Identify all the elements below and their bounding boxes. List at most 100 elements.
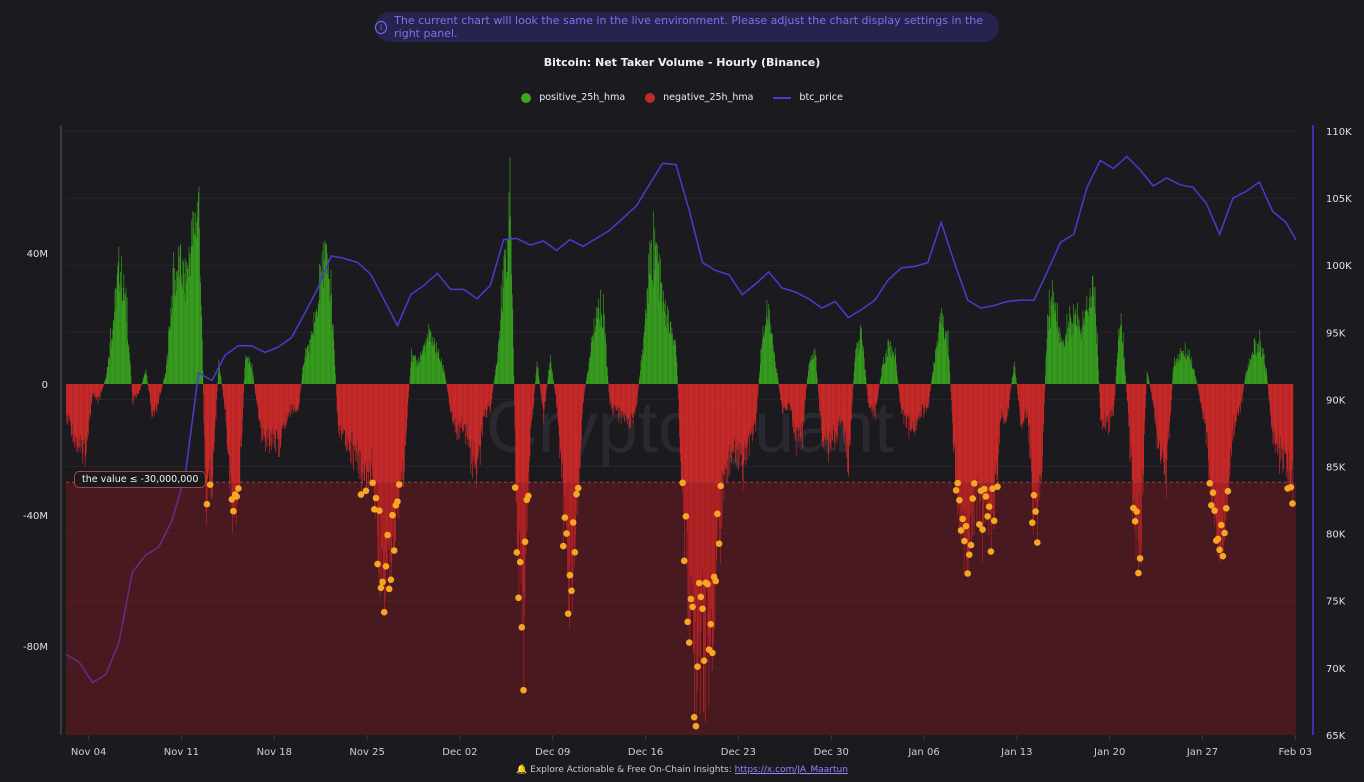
bar-positive (312, 332, 314, 384)
bar-positive (248, 356, 250, 384)
bar-negative (806, 384, 808, 386)
bar-negative (75, 384, 77, 445)
legend-item-price[interactable]: btc_price (773, 92, 843, 103)
bar-negative (1205, 384, 1207, 445)
bar-negative (921, 384, 922, 417)
legend-item-positive[interactable]: positive_25h_hma (521, 92, 625, 103)
bar-positive (1120, 313, 1122, 384)
bar-positive (200, 305, 202, 384)
bar-positive (935, 350, 936, 384)
bar-negative (1291, 384, 1293, 471)
bar-negative (1203, 384, 1204, 414)
bar-positive (303, 366, 305, 384)
bar-negative (1140, 384, 1141, 559)
bar-negative (1216, 384, 1218, 541)
bar-negative (919, 384, 920, 418)
bar-negative (791, 384, 793, 411)
bar-positive (659, 258, 661, 384)
bar-negative (530, 384, 531, 429)
bar-positive (812, 358, 814, 384)
bar-negative (89, 384, 90, 414)
bar-positive (1058, 332, 1059, 384)
bar-positive (1173, 364, 1175, 384)
bar-negative (459, 384, 461, 423)
bar-negative (236, 384, 237, 525)
bar-negative (291, 384, 293, 405)
bar-positive (328, 279, 330, 384)
bar-positive (188, 246, 190, 384)
bar-negative (957, 384, 958, 516)
bar-positive (808, 364, 810, 384)
bar-negative (1005, 384, 1007, 419)
bar-negative (902, 384, 904, 410)
bar-positive (773, 350, 774, 384)
bar-negative (539, 384, 541, 385)
bar-negative (833, 384, 835, 431)
footer-link[interactable]: https://x.com/JA_Maartun (734, 765, 848, 775)
bar-negative (349, 384, 351, 463)
bar-positive (190, 276, 192, 384)
bar-negative (98, 384, 100, 398)
bar-positive (773, 351, 775, 384)
bar-negative (1142, 384, 1144, 493)
bar-positive (666, 315, 667, 384)
bar-positive (114, 289, 116, 384)
bar-negative (1010, 384, 1011, 391)
legend-item-negative[interactable]: negative_25h_hma (645, 92, 753, 103)
bar-negative (403, 384, 405, 480)
bar-positive (665, 325, 667, 384)
bar-positive (815, 357, 817, 384)
highlight-point (956, 496, 963, 504)
bar-positive (1188, 355, 1189, 384)
bar-negative (90, 384, 92, 405)
bar-positive (116, 273, 118, 384)
bar-negative (1221, 384, 1223, 548)
bar-negative (721, 384, 722, 529)
bar-positive (310, 339, 311, 384)
bar-negative (952, 384, 953, 423)
bar-positive (428, 324, 430, 384)
bar-positive (179, 278, 180, 384)
bar-negative (87, 384, 89, 433)
bar-negative (1156, 384, 1158, 449)
bar-positive (1253, 354, 1255, 384)
bar-positive (1178, 360, 1180, 384)
bar-positive (114, 312, 115, 384)
bar-negative (457, 384, 458, 431)
bar-positive (130, 365, 131, 384)
bar-negative (1287, 384, 1289, 489)
bar-positive (606, 366, 608, 384)
bar-positive (1121, 343, 1123, 384)
bar-negative (1284, 384, 1286, 454)
bar-negative (1107, 384, 1109, 418)
bar-negative (570, 384, 572, 525)
bar-negative (561, 384, 563, 462)
bar-negative (76, 384, 78, 452)
bar-positive (1072, 323, 1073, 384)
bar-negative (633, 384, 635, 414)
bar-positive (122, 287, 124, 384)
bar-positive (807, 376, 809, 384)
bar-positive (1095, 326, 1097, 384)
highlight-point (390, 547, 398, 554)
highlight-point (685, 639, 693, 646)
bar-negative (1032, 384, 1034, 523)
bar-negative (384, 384, 386, 552)
bar-negative (391, 384, 393, 537)
bar-negative (482, 384, 484, 417)
bar-negative (702, 384, 704, 609)
bar-negative (1101, 384, 1103, 430)
highlight-point (695, 579, 703, 587)
bar-positive (661, 283, 663, 384)
bar-negative (727, 384, 729, 482)
highlight-point (1206, 480, 1213, 487)
bar-negative (388, 384, 390, 550)
bar-positive (590, 337, 592, 384)
bar-negative (1267, 384, 1269, 387)
footer-text: Explore Actionable & Free On-Chain Insig… (530, 765, 735, 775)
bar-positive (188, 276, 189, 384)
bar-negative (635, 384, 637, 409)
bar-negative (1129, 384, 1131, 463)
bar-negative (708, 384, 710, 706)
bar-negative (487, 384, 488, 410)
